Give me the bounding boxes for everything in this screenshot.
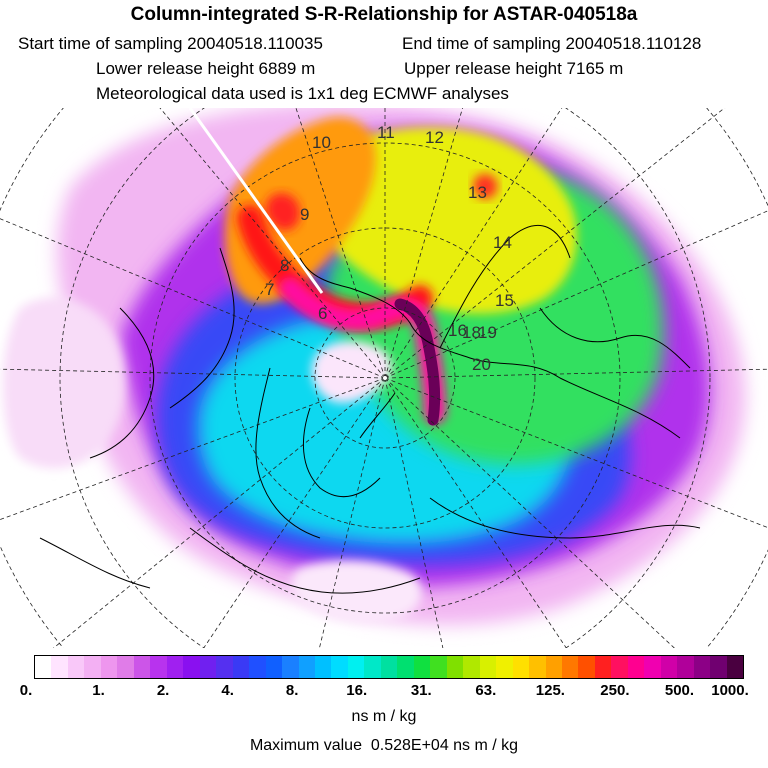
color-swatch — [430, 656, 447, 678]
color-scale-tick-label: 2. — [156, 682, 170, 699]
start-time-label: Start time of sampling 20040518.110035 — [18, 34, 323, 53]
field-white-hole-west — [3, 297, 125, 469]
plot-title: Column-integrated S-R-Relationship for A… — [130, 4, 638, 25]
upper-release-label: Upper release height 7165 m — [404, 59, 624, 78]
field-white-hole-south — [291, 560, 423, 624]
hour-label-18: 18 — [462, 323, 481, 342]
color-swatch — [265, 656, 283, 678]
color-swatch — [150, 656, 167, 678]
color-swatch — [726, 656, 744, 678]
color-swatch — [364, 656, 381, 678]
meteorological-data-label: Meteorological data used is 1x1 deg ECMW… — [96, 84, 509, 103]
field-maroon-band — [394, 298, 441, 426]
units-label: ns m / kg — [351, 708, 417, 725]
color-swatch — [133, 656, 151, 678]
color-swatch — [331, 656, 348, 678]
color-scale-tick-label: 0. — [19, 682, 33, 699]
hour-label-15: 15 — [495, 291, 514, 310]
color-scale-tick-label: 8. — [285, 682, 299, 699]
color-swatch — [314, 656, 332, 678]
hour-label-20: 20 — [472, 355, 491, 374]
field-red-spot-ne — [473, 173, 498, 199]
color-swatch — [512, 656, 530, 678]
color-scale-ticks: 0. 1. 2. 4. 8. 16. 31. 63. 125. 250. 500. 1000. — [0, 682, 768, 702]
color-swatch — [562, 656, 579, 678]
color-swatch — [35, 656, 52, 678]
hour-label-11: 11 — [377, 123, 395, 142]
hour-label-13: 13 — [468, 183, 487, 202]
color-swatch — [611, 656, 628, 678]
hour-label-19: 19 — [478, 323, 497, 342]
color-swatch — [51, 656, 68, 678]
color-scale-tick-label: 16. — [346, 682, 368, 699]
color-scale-tick-label: 63. — [475, 682, 497, 699]
color-swatch — [479, 656, 497, 678]
color-swatch — [199, 656, 217, 678]
color-swatch — [67, 656, 85, 678]
color-swatch — [232, 656, 250, 678]
color-swatch — [627, 656, 645, 678]
hour-label-10: 10 — [312, 133, 331, 152]
hour-label-12: 12 — [425, 128, 444, 147]
color-swatch — [710, 656, 727, 678]
pole-marker — [383, 376, 387, 380]
color-swatch — [166, 656, 184, 678]
coastlines — [39, 225, 701, 594]
hour-labels: 6 7 8 9 10 11 12 13 14 15 16 18 19 20 — [265, 123, 514, 374]
color-swatch — [496, 656, 513, 678]
color-scale-tick-label: 4. — [221, 682, 234, 699]
color-swatch — [249, 656, 266, 678]
color-swatch — [216, 656, 233, 678]
color-swatch — [693, 656, 711, 678]
color-swatch — [100, 656, 118, 678]
color-scale-tick-label: 125. — [535, 682, 565, 699]
color-swatch — [463, 656, 480, 678]
color-swatch — [644, 656, 661, 678]
color-swatch — [117, 656, 134, 678]
color-scale-tick-label: 1. — [92, 682, 105, 699]
field-red-spot — [265, 193, 300, 231]
color-swatch — [183, 656, 200, 678]
color-swatch — [660, 656, 678, 678]
color-scale-tick-label: 1000. — [711, 682, 749, 699]
color-swatch — [529, 656, 546, 678]
color-swatch — [545, 656, 562, 678]
color-swatch — [347, 656, 365, 678]
hour-label-7: 7 — [265, 280, 274, 299]
color-scale-bar — [34, 655, 744, 679]
hour-label-16: 16 — [448, 321, 467, 340]
hour-label-6: 6 — [318, 304, 327, 323]
hour-label-9: 9 — [300, 205, 309, 224]
color-swatch — [397, 656, 414, 678]
color-scale-tick-label: 31. — [410, 682, 432, 699]
color-scale-tick-label: 500. — [664, 682, 695, 699]
polar-map: 6 7 8 9 10 11 12 13 14 15 16 18 19 20 — [0, 108, 768, 648]
color-swatch — [298, 656, 315, 678]
maximum-value-label: Maximum value 0.528E+04 ns m / kg — [249, 737, 519, 754]
color-scale-tick-label: 250. — [600, 682, 630, 699]
color-swatch — [446, 656, 464, 678]
color-swatch — [84, 656, 101, 678]
hour-label-14: 14 — [493, 233, 512, 252]
color-swatch — [282, 656, 299, 678]
lower-release-label: Lower release height 6889 m — [96, 59, 316, 78]
hour-label-8: 8 — [280, 256, 289, 275]
color-swatch — [677, 656, 694, 678]
field-white-hole — [311, 341, 393, 403]
trajectory-line — [188, 108, 324, 294]
end-time-label: End time of sampling 20040518.110128 — [402, 34, 702, 53]
color-swatch — [578, 656, 595, 678]
color-swatch — [413, 656, 431, 678]
color-swatch — [380, 656, 398, 678]
graticule — [0, 108, 768, 648]
color-swatch — [594, 656, 612, 678]
